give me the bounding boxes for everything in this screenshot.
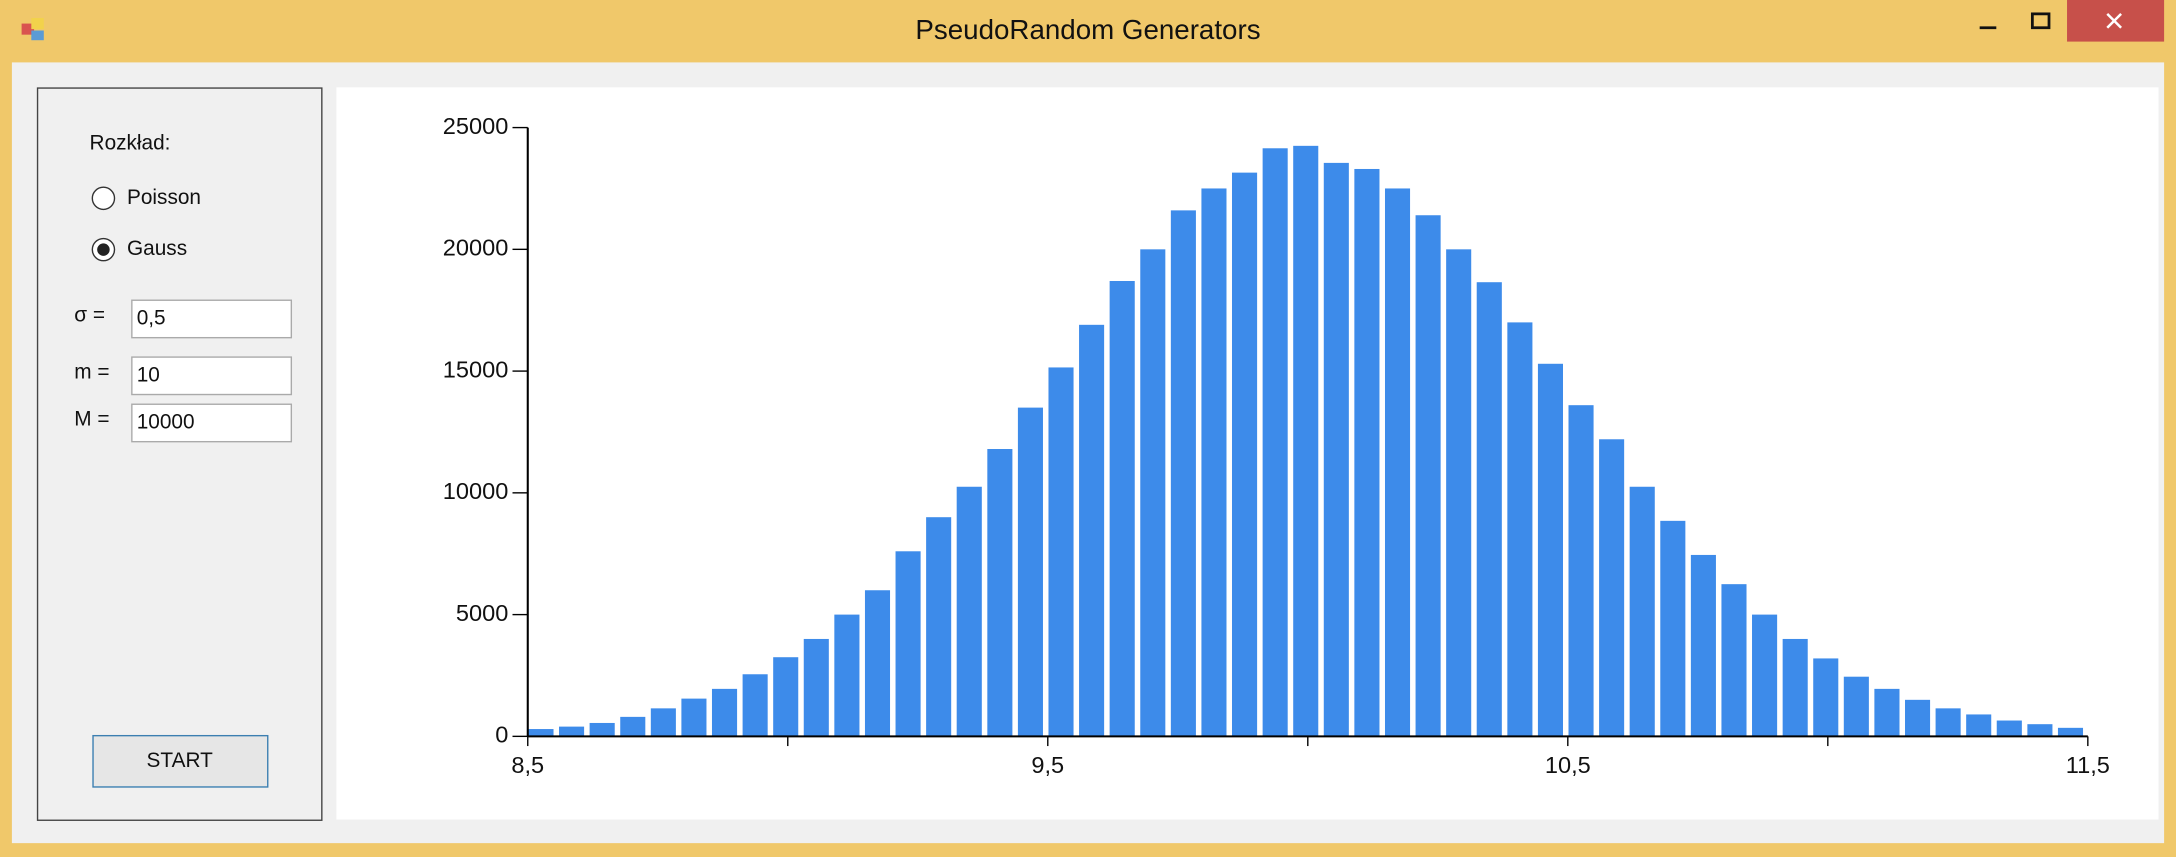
bar — [1599, 439, 1625, 737]
bar — [620, 716, 646, 737]
bar — [1476, 282, 1502, 737]
x-tick-label: 8,5 — [511, 752, 544, 778]
x-tick-label: 11,5 — [2066, 752, 2110, 778]
bar — [1813, 658, 1839, 737]
bar — [834, 614, 860, 737]
bar — [681, 698, 707, 737]
bar — [803, 638, 829, 737]
bar — [773, 657, 799, 737]
field-label: m = — [74, 361, 109, 384]
y-tick-label: 10000 — [443, 478, 509, 504]
bar — [1323, 162, 1349, 737]
bar — [1752, 614, 1778, 737]
radio-label: Poisson — [127, 186, 201, 209]
y-tick-label: 20000 — [443, 235, 509, 261]
bar — [1109, 280, 1135, 737]
bar — [987, 449, 1013, 737]
bar — [528, 729, 554, 737]
bar — [1140, 249, 1166, 737]
distribution-label: Rozkład: — [90, 132, 171, 155]
bar — [1415, 215, 1441, 737]
bar — [1690, 554, 1716, 737]
app-icon — [21, 18, 44, 41]
bar — [1966, 714, 1992, 737]
radio-dot — [97, 243, 110, 256]
bar — [1384, 188, 1411, 737]
input-value: 0,5 — [137, 306, 166, 329]
radio-button[interactable] — [91, 186, 116, 211]
bar — [1537, 363, 1563, 737]
bar — [864, 590, 891, 737]
bar — [589, 722, 615, 737]
bar — [1905, 699, 1931, 737]
text-input[interactable] — [131, 356, 293, 396]
bar — [1721, 584, 1747, 737]
radio-label: Gauss — [127, 237, 187, 260]
bar — [1660, 520, 1686, 737]
bar — [895, 551, 921, 737]
bar — [1935, 708, 1961, 737]
bar — [711, 688, 738, 737]
bar — [1782, 638, 1808, 737]
bar — [956, 486, 982, 737]
y-tick-label: 15000 — [443, 356, 509, 382]
bar — [1996, 720, 2022, 737]
bar — [1568, 405, 1594, 737]
bar — [1293, 145, 1319, 737]
window-title: PseudoRandom Generators — [915, 14, 1260, 45]
bar — [1507, 322, 1533, 737]
start-button[interactable]: START — [92, 734, 269, 788]
start-button-label: START — [147, 749, 214, 772]
bar — [926, 517, 952, 737]
bar — [1079, 324, 1105, 737]
bar — [1170, 210, 1196, 737]
input-value: 10000 — [137, 410, 195, 433]
close-button[interactable] — [2067, 0, 2165, 42]
text-input[interactable] — [131, 299, 293, 339]
y-tick-label: 25000 — [443, 113, 509, 139]
x-tick-label: 9,5 — [1031, 752, 1064, 778]
y-tick-label: 5000 — [456, 600, 508, 626]
bar — [1446, 249, 1472, 737]
y-tick-label: 0 — [495, 722, 508, 748]
bar — [2027, 724, 2053, 737]
field-label: M = — [74, 408, 109, 431]
bar — [1354, 168, 1380, 737]
bar — [559, 726, 585, 737]
text-input[interactable] — [131, 403, 293, 443]
bar — [1262, 148, 1288, 737]
bar — [1048, 367, 1074, 737]
bar — [650, 708, 676, 737]
bar — [2057, 727, 2084, 737]
bar — [1017, 407, 1043, 737]
x-tick-label: 10,5 — [1545, 752, 1591, 778]
bar — [1843, 676, 1869, 737]
bar — [1231, 172, 1258, 737]
settings-panel — [36, 87, 323, 821]
field-label: σ = — [74, 304, 105, 327]
bar — [1201, 188, 1227, 737]
input-value: 10 — [137, 363, 160, 386]
maximize-button[interactable] — [2030, 12, 2051, 30]
bar — [1874, 688, 1900, 737]
bar — [742, 674, 768, 737]
bar — [1629, 486, 1655, 737]
